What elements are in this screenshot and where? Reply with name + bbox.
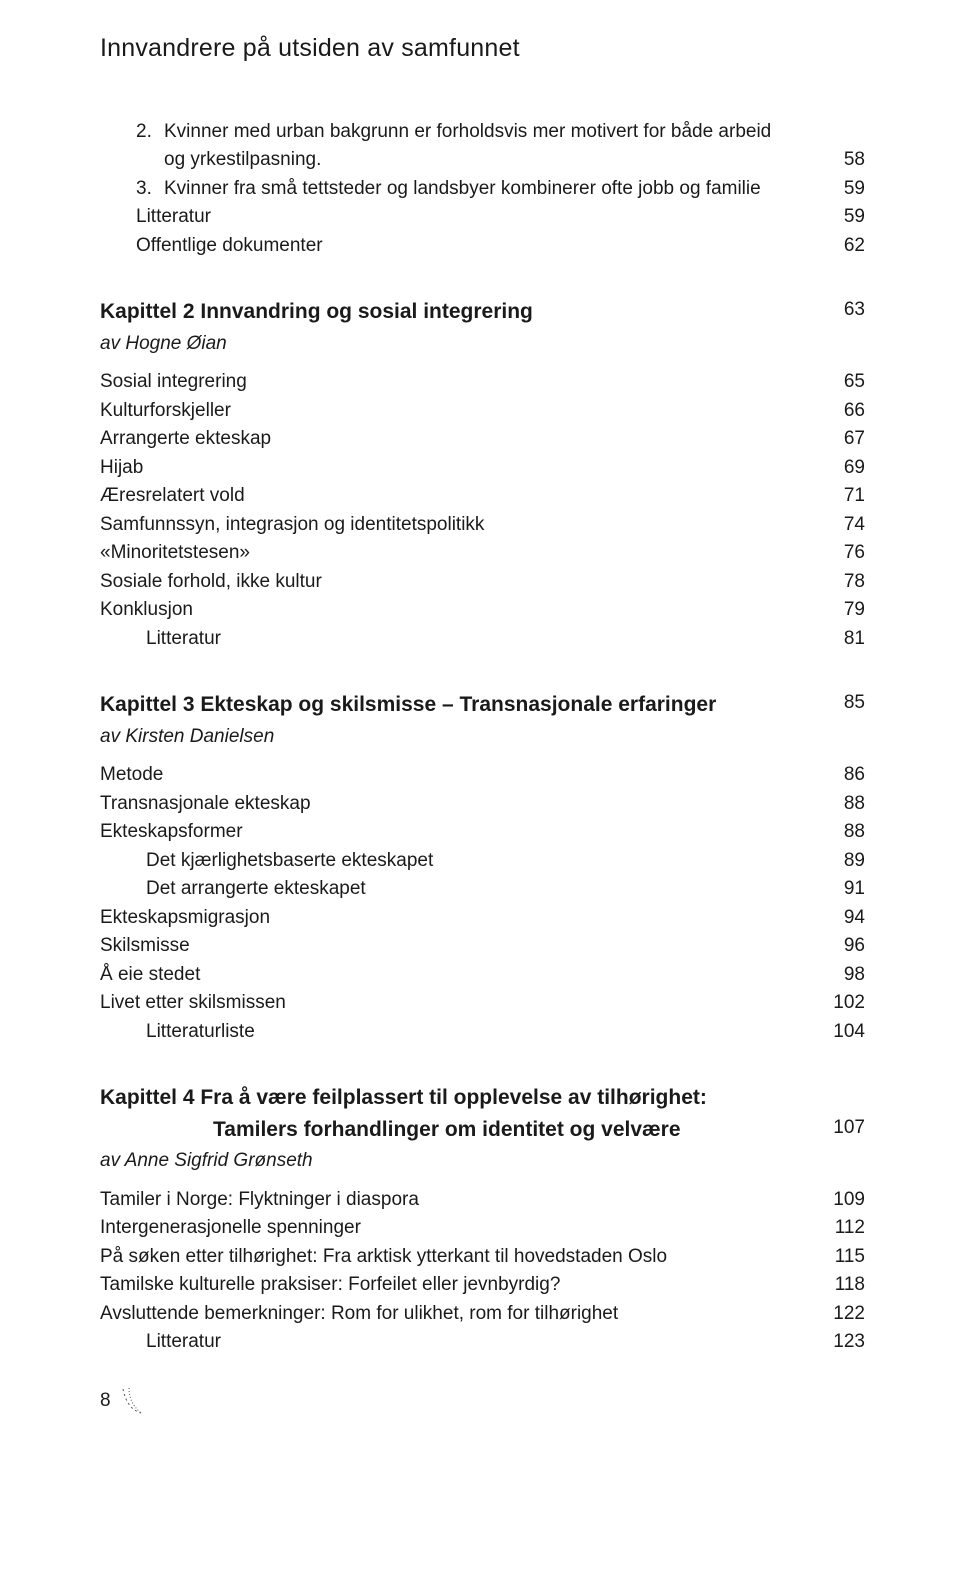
toc-item-sub: Det arrangerte ekteskapet xyxy=(100,875,815,904)
chapter-author: av Anne Sigfrid Grønseth xyxy=(100,1147,865,1176)
chapter-title-line2: Tamilers forhandlinger om identitet og v… xyxy=(100,1114,815,1146)
page-number-cell: 59 xyxy=(815,175,865,204)
toc-item: Intergenerasjonelle spenninger xyxy=(100,1214,815,1243)
toc-item-sub: Litteratur xyxy=(100,1328,815,1357)
page-number-cell: 98 xyxy=(815,961,865,990)
toc-item-offentlige: Offentlige dokumenter xyxy=(100,232,815,261)
toc-item-litteratur: Litteratur xyxy=(100,203,815,232)
toc-item: Sosiale forhold, ikke kultur xyxy=(100,568,815,597)
page-number-cell: 74 xyxy=(815,511,865,540)
page-number-cell: 118 xyxy=(815,1271,865,1300)
toc-item: Tamiler i Norge: Flyktninger i diaspora xyxy=(100,1186,815,1215)
toc-item-2: 2.Kvinner med urban bakgrunn er forholds… xyxy=(100,118,815,147)
toc-item: Livet etter skilsmissen xyxy=(100,989,815,1018)
chapter-author: av Hogne Øian xyxy=(100,330,865,359)
page-number-cell: 66 xyxy=(815,397,865,426)
toc-item: Sosial integrering xyxy=(100,368,815,397)
toc-chapter-4: Kapittel 4 Fra å være feilplassert til o… xyxy=(100,1082,865,1357)
page-number-cell: 65 xyxy=(815,368,865,397)
toc-item-sub: Det kjærlighetsbaserte ekteskapet xyxy=(100,847,815,876)
toc-item: Hijab xyxy=(100,454,815,483)
page-number-cell: 102 xyxy=(815,989,865,1018)
page-number-cell: 123 xyxy=(815,1328,865,1357)
toc-item-sub: Litteraturliste xyxy=(100,1018,815,1047)
chapter-title: Kapittel 2 Innvandring og sosial integre… xyxy=(100,296,815,328)
toc-item: Arrangerte ekteskap xyxy=(100,425,815,454)
page-number: 8 xyxy=(100,1387,111,1416)
page-number-cell: 107 xyxy=(815,1114,865,1143)
toc-item-text: Kvinner med urban bakgrunn er forholdsvi… xyxy=(164,121,771,142)
toc-item: På søken etter tilhørighet: Fra arktisk … xyxy=(100,1243,815,1272)
toc-item: Samfunnssyn, integrasjon og identitetspo… xyxy=(100,511,815,540)
toc-item: Ekteskapsmigrasjon xyxy=(100,904,815,933)
page-number-cell: 104 xyxy=(815,1018,865,1047)
toc-item: «Minoritetstesen» xyxy=(100,539,815,568)
page-number-cell: 58 xyxy=(815,146,865,175)
toc-chapter-3: Kapittel 3 Ekteskap og skilsmisse – Tran… xyxy=(100,689,865,1046)
toc-item: Tamilske kulturelle praksiser: Forfeilet… xyxy=(100,1271,815,1300)
page-number-cell: 81 xyxy=(815,625,865,654)
page-number-cell: 91 xyxy=(815,875,865,904)
toc-item: Ekteskapsformer xyxy=(100,818,815,847)
running-header: Innvandrere på utsiden av samfunnet xyxy=(100,30,865,68)
page-number-cell: 96 xyxy=(815,932,865,961)
chapter-author: av Kirsten Danielsen xyxy=(100,723,865,752)
toc-item-text: og yrkestilpasning. xyxy=(164,149,321,170)
page-number-cell: 85 xyxy=(815,689,865,718)
page-number-cell: 88 xyxy=(815,790,865,819)
list-number: 2. xyxy=(136,118,164,147)
toc-item-sub: Litteratur xyxy=(100,625,815,654)
page-number-cell: 76 xyxy=(815,539,865,568)
page-number-cell: 86 xyxy=(815,761,865,790)
page-number-cell: 112 xyxy=(815,1214,865,1243)
page-footer: 8 xyxy=(100,1387,865,1416)
page-number-cell: 122 xyxy=(815,1300,865,1329)
page-number-cell: 79 xyxy=(815,596,865,625)
page-number-cell: 63 xyxy=(815,296,865,325)
toc-item: Transnasjonale ekteskap xyxy=(100,790,815,819)
page-number-cell: 69 xyxy=(815,454,865,483)
toc-item: Skilsmisse xyxy=(100,932,815,961)
chapter-title-line1: Kapittel 4 Fra å være feilplassert til o… xyxy=(100,1082,815,1114)
toc-item: Æresrelatert vold xyxy=(100,482,815,511)
toc-chapter-2: Kapittel 2 Innvandring og sosial integre… xyxy=(100,296,865,653)
page-number-cell: 67 xyxy=(815,425,865,454)
page-number-cell: 59 xyxy=(815,203,865,232)
page-number-cell: 89 xyxy=(815,847,865,876)
page-number-cell: 71 xyxy=(815,482,865,511)
page-number-cell: 94 xyxy=(815,904,865,933)
page-number-cell: 62 xyxy=(815,232,865,261)
toc-item: Metode xyxy=(100,761,815,790)
toc-item-2-cont: og yrkestilpasning. xyxy=(100,146,815,175)
page-number-cell: 88 xyxy=(815,818,865,847)
toc-item-text: Kvinner fra små tettsteder og landsbyer … xyxy=(164,178,761,199)
list-number: 3. xyxy=(136,175,164,204)
toc-item: Kulturforskjeller xyxy=(100,397,815,426)
page-number-cell: 78 xyxy=(815,568,865,597)
toc-item: Avsluttende bemerkninger: Rom for ulikhe… xyxy=(100,1300,815,1329)
toc-item: Å eie stedet xyxy=(100,961,815,990)
toc-item: Konklusjon xyxy=(100,596,815,625)
footer-ornament-icon xyxy=(121,1387,161,1415)
toc-item-3: 3.Kvinner fra små tettsteder og landsbye… xyxy=(100,175,815,204)
page-number-cell: 109 xyxy=(815,1186,865,1215)
page-number-cell: 115 xyxy=(815,1243,865,1272)
chapter-title: Kapittel 3 Ekteskap og skilsmisse – Tran… xyxy=(100,689,815,721)
toc-section-continued: 2.Kvinner med urban bakgrunn er forholds… xyxy=(100,118,865,261)
